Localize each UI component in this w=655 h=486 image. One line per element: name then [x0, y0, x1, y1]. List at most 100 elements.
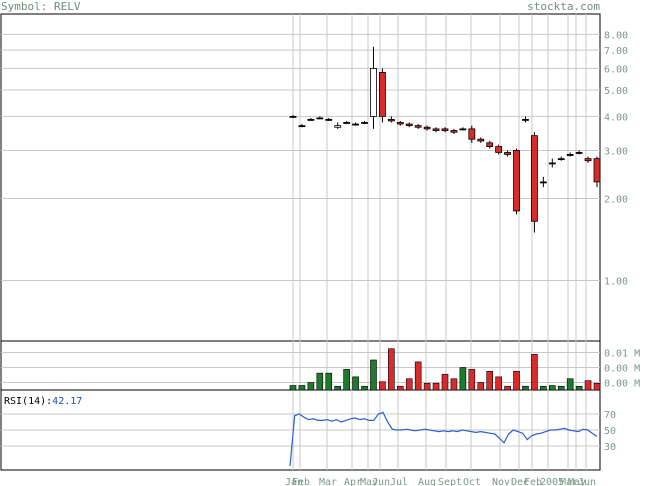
price-tick-label: 6.00: [604, 64, 628, 75]
candle-body: [387, 119, 395, 122]
site-name: stockta.com: [527, 0, 600, 13]
candle-body: [486, 142, 494, 147]
price-tick-label: 8.00: [604, 30, 628, 41]
candle-body: [307, 119, 315, 121]
rsi-tick-label: 30: [604, 442, 616, 453]
candle-body: [539, 181, 547, 184]
volume-bar: [450, 378, 458, 391]
x-tick-label: May: [568, 477, 586, 486]
volume-bar: [513, 370, 520, 391]
volume-bar: [548, 385, 556, 391]
x-tick-label: Sept: [438, 477, 462, 486]
volume-bar: [414, 361, 422, 391]
candle-body: [459, 128, 467, 131]
candle-body: [495, 146, 503, 153]
rsi-tick-label: 70: [604, 410, 616, 421]
price-tick-label: 3.00: [604, 146, 628, 157]
volume-bar: [325, 372, 333, 391]
x-tick-label: Mar: [560, 477, 578, 486]
candle-body: [584, 158, 592, 162]
x-tick-label: Feb: [292, 477, 310, 486]
volume-bar: [504, 385, 511, 391]
volume-bar: [441, 373, 449, 391]
x-tick-label: Oct: [463, 477, 481, 486]
volume-bar: [432, 382, 440, 391]
price-tick-label: 5.00: [604, 86, 628, 97]
volume-bar: [531, 354, 538, 391]
volume-bar: [289, 385, 297, 391]
x-tick-label: Jul: [390, 477, 408, 486]
volume-bar: [459, 367, 467, 391]
rsi-tick-label: 50: [604, 426, 616, 437]
candle-body: [370, 68, 377, 117]
candle-body: [441, 128, 449, 131]
volume-bar: [540, 385, 547, 391]
x-tick-label: Jan: [285, 477, 303, 486]
candle-body: [298, 125, 306, 128]
volume-bar: [557, 385, 565, 391]
candle-body: [396, 122, 404, 125]
volume-bar: [566, 378, 574, 391]
candle-body: [352, 123, 359, 126]
x-tick-label: May: [360, 477, 378, 486]
volume-tick-label: 0.01 M: [604, 349, 640, 360]
candle-body: [289, 116, 297, 118]
x-tick-label: Nov: [492, 477, 510, 486]
rsi-label: RSI(14):42.17: [4, 396, 82, 407]
candle-body: [343, 122, 351, 124]
symbol-label: Symbol: RELV: [1, 0, 81, 13]
volume-bar: [334, 385, 342, 391]
volume-bar: [477, 382, 485, 391]
volume-bar: [352, 376, 359, 391]
volume-bar: [316, 372, 324, 391]
rsi-value: 42.17: [52, 396, 83, 407]
x-tick-label: Aug: [418, 477, 436, 486]
volume-tick-label: 0.00 M: [604, 364, 640, 375]
x-tick-label: Feb: [524, 477, 542, 486]
x-tick-label: Jun: [372, 477, 390, 486]
volume-bar: [575, 385, 583, 391]
volume-bar: [396, 385, 404, 391]
volume-bar: [298, 385, 306, 391]
price-tick-label: 1.00: [604, 277, 628, 288]
volume-bar: [388, 348, 395, 391]
candle-body: [361, 122, 368, 124]
candle-body: [575, 152, 583, 154]
volume-bar: [370, 359, 377, 391]
candle-body: [566, 154, 574, 156]
candle-body: [414, 125, 422, 128]
price-tick-label: 2.00: [604, 194, 628, 205]
x-tick-label: Jun: [578, 477, 596, 486]
candle-body: [557, 158, 565, 161]
candle-body: [513, 150, 520, 212]
volume-tick-label: 0.00 M: [604, 379, 640, 390]
volume-bar: [343, 369, 350, 391]
volume-bar: [468, 369, 476, 391]
x-tick-label: Apr: [344, 477, 362, 486]
candle-body: [531, 135, 538, 222]
candle-body: [522, 119, 529, 121]
candle-body: [405, 123, 413, 127]
x-tick-label: 2005: [540, 477, 564, 486]
volume-bar: [584, 380, 592, 391]
x-tick-label: Mar: [319, 477, 337, 486]
volume-bar: [495, 376, 502, 391]
candle-body: [316, 117, 324, 120]
x-tick-label: Dec: [511, 477, 529, 486]
candle-body: [468, 128, 476, 140]
candle-body: [593, 158, 601, 183]
candle-body: [334, 125, 342, 128]
volume-bar: [593, 382, 601, 391]
volume-bar: [379, 381, 386, 391]
price-tick-label: 7.00: [604, 46, 628, 57]
candle-body: [548, 162, 556, 165]
rsi-label-text: RSI(14):: [4, 396, 53, 407]
volume-bar: [361, 385, 368, 391]
volume-bar: [522, 385, 529, 391]
candle-body: [379, 72, 386, 117]
candle-body: [450, 130, 458, 133]
candle-body: [477, 138, 485, 142]
candle-body: [432, 128, 440, 131]
volume-bar: [405, 378, 413, 391]
